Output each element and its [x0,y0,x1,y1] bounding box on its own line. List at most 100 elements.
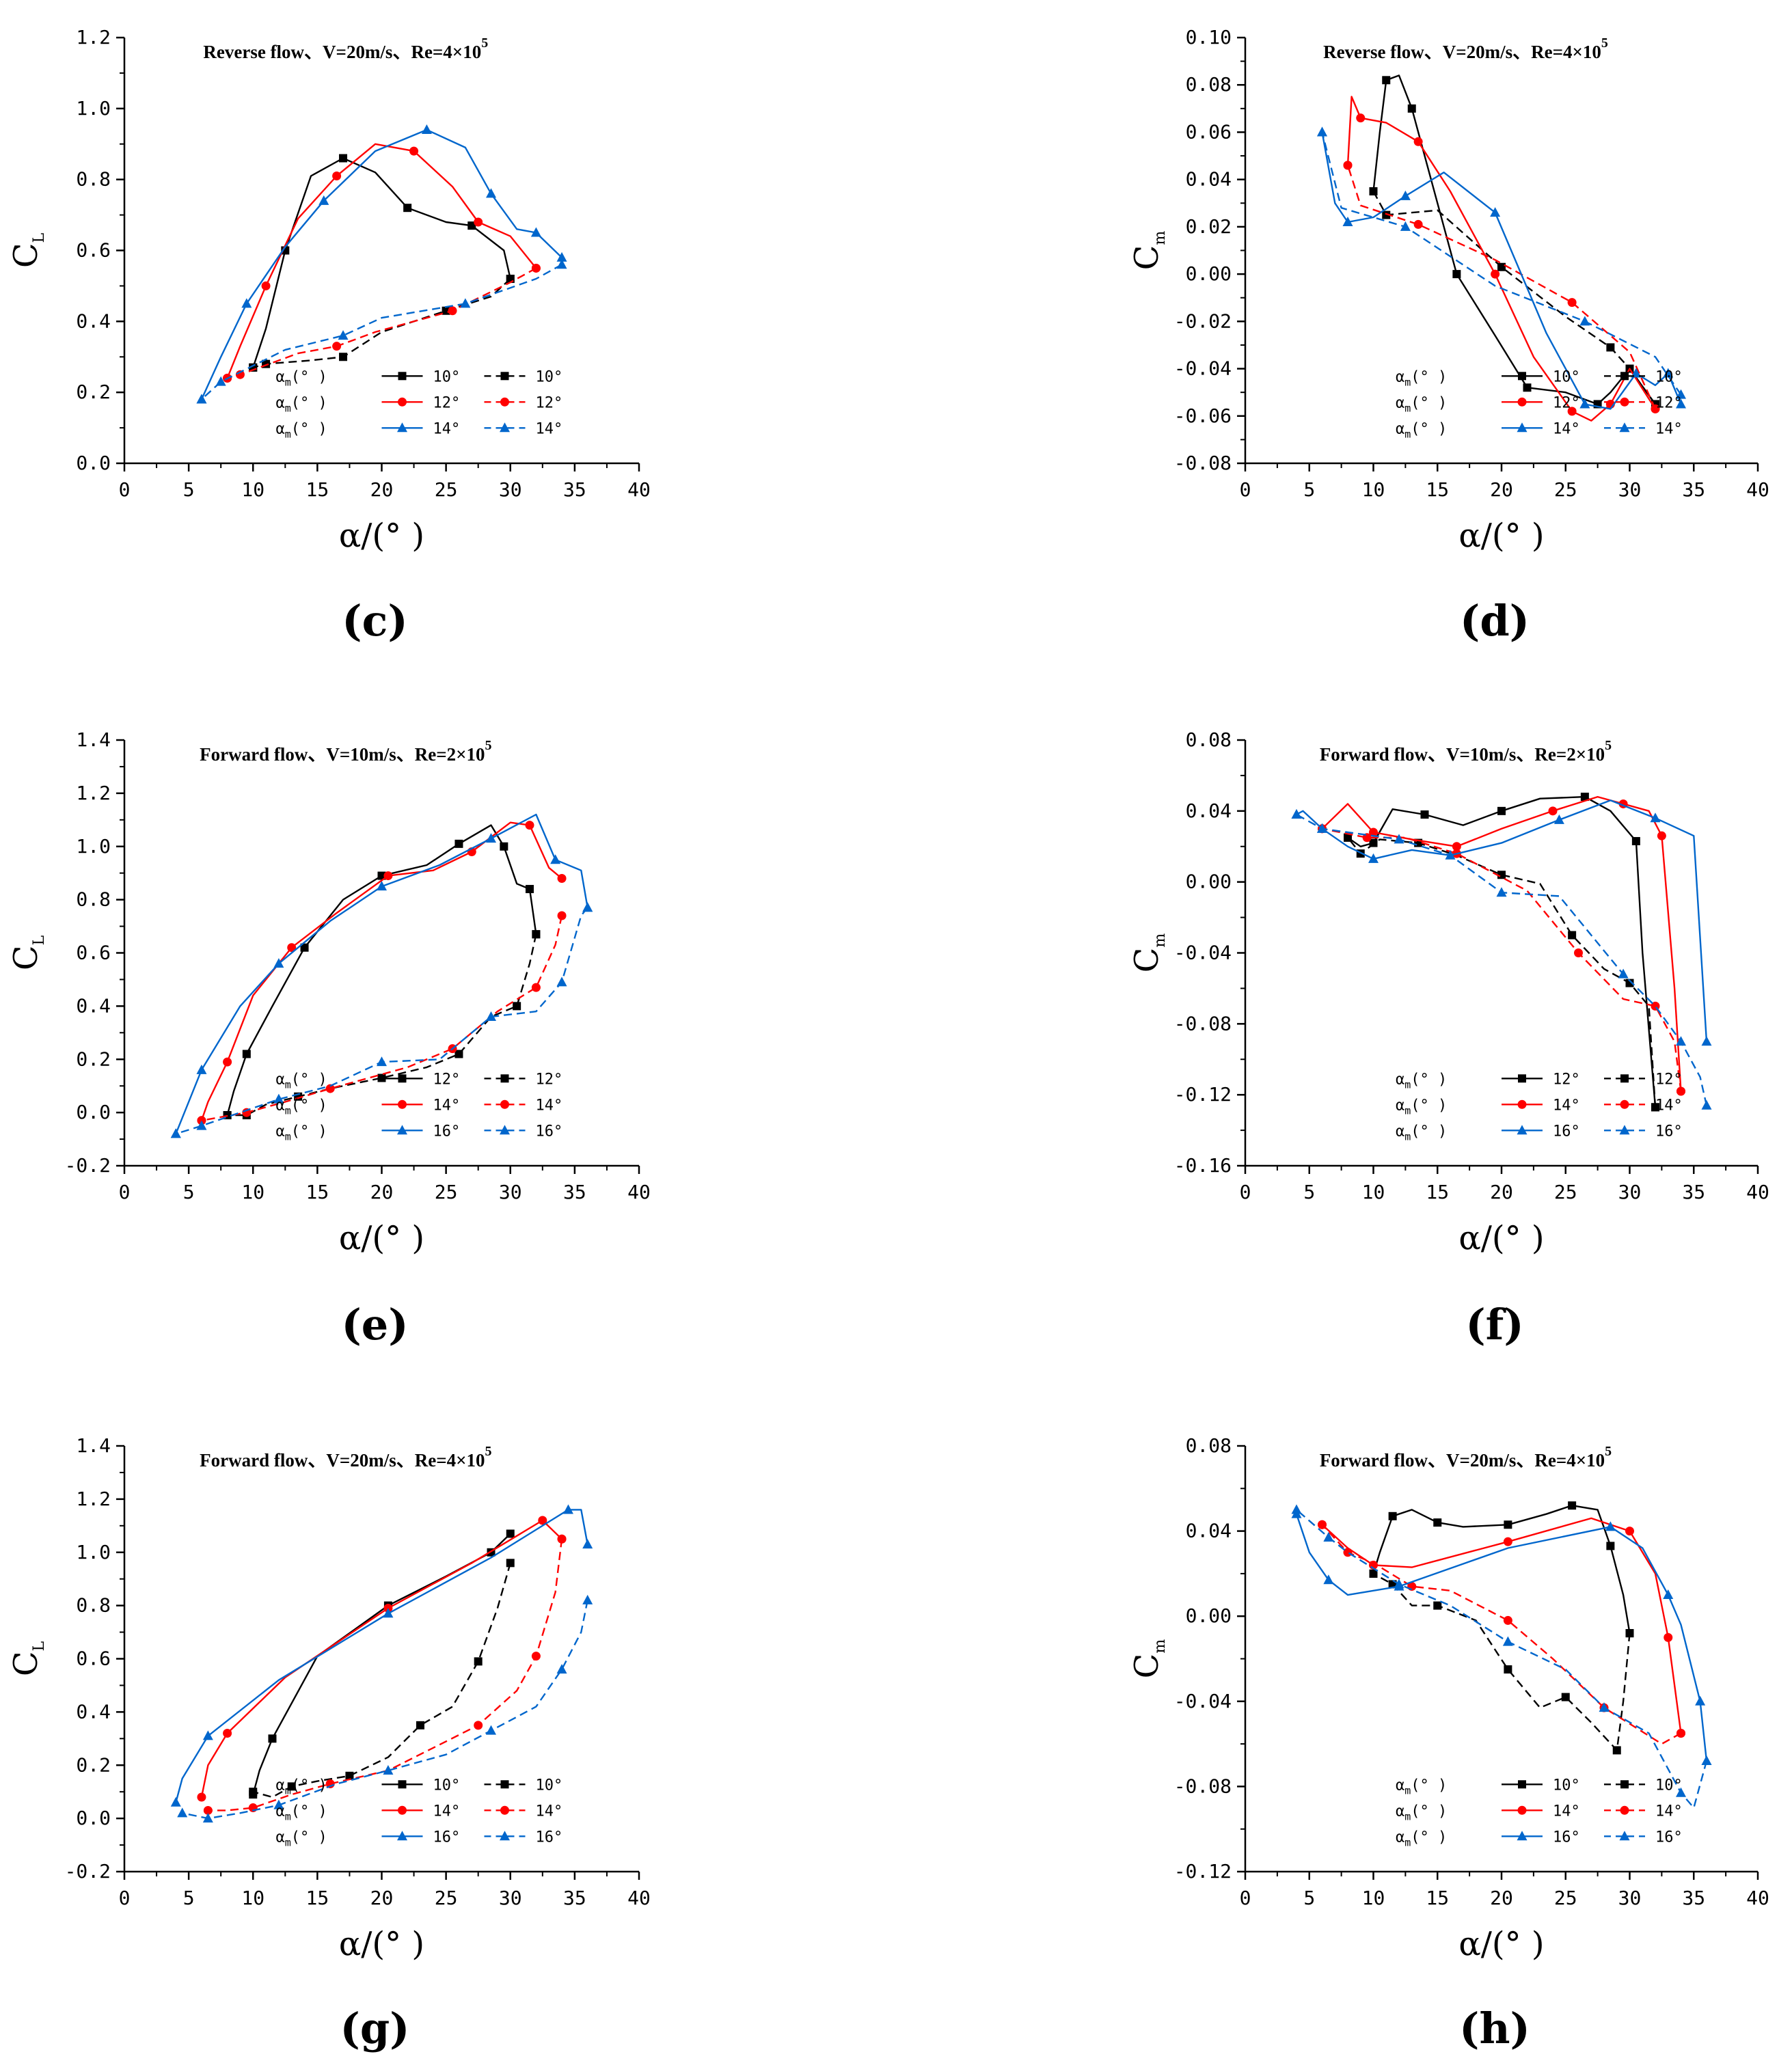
legend-marker [1620,397,1629,407]
legend-alpha-label: αm(° ) [1396,368,1447,388]
data-point [582,1539,593,1549]
data-point [409,146,419,156]
data-point [454,839,463,848]
data-point [345,1771,354,1780]
x-tick-label: 20 [370,1181,394,1203]
y-tick-label: 0.04 [1186,799,1232,822]
legend-marker [1517,397,1527,407]
legend-marker [397,422,407,433]
chart-title: Reverse flow、V=20m/s、Re=4×105 [203,36,488,62]
x-tick-label: 0 [1240,478,1251,501]
chart-title: Forward flow、V=10m/s、Re=2×105 [200,738,491,765]
y-tick-label: -0.04 [1174,942,1232,964]
data-point [170,1128,181,1138]
legend: αm(° ) 10° 10°αm(° ) 12° 12°αm(° ) 14° 14° [276,368,563,440]
legend-alpha-sub: m [285,428,291,440]
x-tick-label: 15 [306,1887,329,1909]
data-point [1579,316,1590,326]
series-line-14-downstroke [1322,828,1682,1092]
legend-value-dashed: 10° [1655,368,1683,385]
chart-panel-d: 0 5 10 15 20 25 30 35 40 -0.08 -0.06 -0.04 -0.02 0.00… [1128,26,1769,646]
legend-alpha-label: αm(° ) [276,1071,327,1091]
data-point [538,1516,547,1525]
data-point [1568,931,1577,940]
data-point [1502,1636,1513,1646]
y-axis-title: Cm [1128,933,1169,973]
x-tick-label: 35 [563,1887,586,1909]
legend-alpha-unit: (° ) [291,1803,327,1820]
x-tick-label: 10 [241,1887,264,1909]
legend-marker [500,1099,509,1109]
data-point [1413,137,1423,146]
data-point [1490,207,1501,217]
legend-marker [500,1831,510,1841]
legend-marker [500,397,509,407]
legend-marker [500,1074,509,1083]
y-tick-label: 0.00 [1186,262,1232,285]
data-point [215,376,226,386]
legend-marker [500,422,510,433]
data-point [170,1796,181,1807]
series-line-16-downstroke [182,1600,588,1820]
chart-title: Forward flow、V=20m/s、Re=4×105 [1320,1444,1612,1471]
legend-alpha-unit: (° ) [291,1829,327,1846]
legend-value-dashed: 12° [536,394,563,411]
x-axis-title: α/(° ) [339,1219,424,1257]
x-tick-label: 20 [1490,478,1513,501]
y-tick-label: 0.2 [76,1753,111,1776]
y-tick-label: 0.2 [76,381,111,403]
data-point [1523,383,1532,392]
data-point [332,342,342,351]
legend-alpha-sub: m [1404,1130,1411,1143]
legend-marker [1517,1125,1528,1135]
legend-alpha-label: αm(° ) [276,1123,327,1143]
legend-alpha-symbol: α [276,1777,285,1794]
data-point [1382,76,1391,85]
y-tick-label: -0.08 [1174,452,1232,474]
data-point [223,1057,232,1067]
legend-alpha-sub: m [1404,402,1411,414]
y-tick-label: 0.0 [76,1807,111,1829]
legend-value-solid: 14° [433,420,461,437]
chart-title: Forward flow、V=10m/s、Re=2×105 [1320,738,1612,765]
data-point [1567,407,1577,416]
x-tick-label: 40 [627,478,651,501]
legend-alpha-sub: m [1404,1836,1411,1848]
x-tick-label: 10 [241,1181,264,1203]
data-point [325,1084,335,1093]
legend-alpha-label: αm(° ) [276,1829,327,1848]
data-point [1701,1099,1712,1110]
x-tick-label: 25 [1554,1887,1577,1909]
data-point [1568,1501,1577,1510]
data-point [1504,1665,1512,1674]
y-tick-label: 0.6 [76,1647,111,1670]
y-tick-label: 1.0 [76,835,111,858]
legend-alpha-symbol: α [276,368,285,385]
data-point [454,1050,463,1058]
y-tick-label: 0.0 [76,452,111,474]
legend-alpha-sub: m [285,1836,291,1848]
data-point [531,1652,541,1661]
y-tick-label: -0.04 [1174,1690,1232,1712]
data-point [1676,398,1686,409]
data-point [338,330,349,340]
legend-alpha-symbol: α [276,1803,285,1820]
data-point [1503,1537,1512,1546]
data-point [261,281,271,290]
series-line-10-upstroke [1372,74,1656,405]
series-line-12-downstroke [227,267,537,379]
y-tick-label: 0.08 [1186,73,1232,96]
data-point [1695,1695,1706,1706]
chart-title: Reverse flow、V=20m/s、Re=4×105 [1323,36,1608,62]
data-point [1317,823,1327,833]
y-tick-label: -0.02 [1174,310,1232,332]
legend-alpha-label: αm(° ) [1396,1123,1447,1143]
legend-marker [1620,1074,1629,1083]
x-tick-label: 20 [370,1887,394,1909]
legend-alpha-symbol: α [1396,1123,1404,1140]
data-point [332,171,342,180]
legend-marker [397,1125,407,1135]
y-tick-label: 0.00 [1186,871,1232,893]
data-point [1579,398,1590,409]
